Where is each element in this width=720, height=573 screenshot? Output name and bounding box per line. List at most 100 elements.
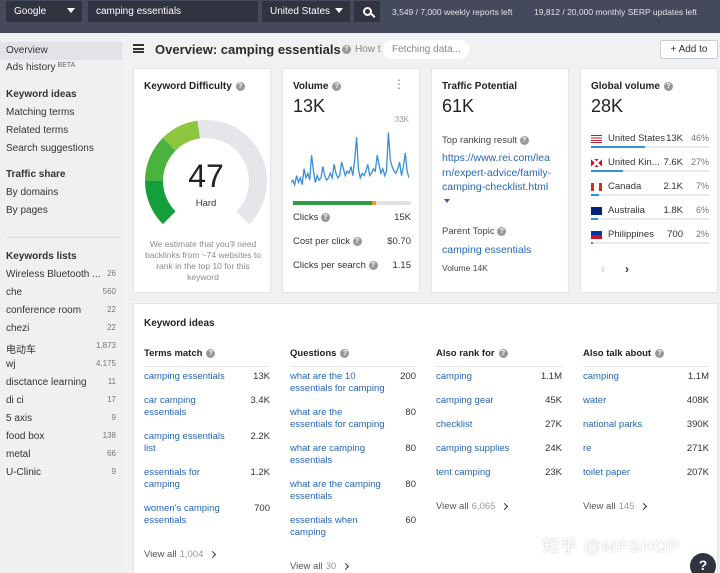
keyword-link[interactable]: what are the camping essentials: [290, 479, 381, 503]
add-to-button[interactable]: + Add to: [660, 40, 718, 59]
keyword-link[interactable]: toilet paper: [583, 467, 630, 479]
keywords-list-item[interactable]: chezi 22: [6, 323, 116, 334]
keyword-idea-row[interactable]: essentials for camping 1.2K: [144, 467, 270, 491]
keywords-list-item[interactable]: 电动车 1,873: [6, 341, 116, 356]
sidebar-item-ads-history[interactable]: Ads history BETA: [6, 62, 75, 73]
view-all-link[interactable]: View all 6,065: [436, 501, 509, 512]
keyword-link[interactable]: camping essentials: [144, 371, 225, 383]
menu-icon[interactable]: [133, 44, 144, 53]
parent-topic-link[interactable]: camping essentials: [442, 244, 532, 256]
info-icon[interactable]: ?: [368, 260, 378, 270]
keyword-idea-row[interactable]: what are the essentials for camping 80: [290, 407, 416, 431]
keyword-link[interactable]: car camping essentials: [144, 395, 196, 419]
keyword-input[interactable]: camping essentials: [88, 1, 258, 22]
keyword-link[interactable]: camping: [436, 371, 472, 383]
country-flag-icon: [591, 134, 602, 143]
info-icon[interactable]: ?: [655, 349, 665, 358]
country-row[interactable]: United Kin... 7.6K 27%: [591, 157, 709, 168]
keyword-link[interactable]: camping gear: [436, 395, 494, 407]
keyword-link[interactable]: essentials when camping: [290, 515, 358, 539]
sidebar-item-matching-terms[interactable]: Matching terms: [6, 107, 75, 118]
keywords-list-item[interactable]: metal 66: [6, 449, 116, 460]
info-icon[interactable]: ?: [519, 135, 529, 145]
info-icon[interactable]: ?: [206, 349, 216, 358]
keyword-link[interactable]: what are the essentials for camping: [290, 407, 385, 431]
help-chat-button[interactable]: ?: [690, 553, 716, 573]
keyword-idea-row[interactable]: car camping essentials 3.4K: [144, 395, 270, 419]
info-icon[interactable]: ?: [497, 226, 507, 236]
kd-note: We estimate that you'll need backlinks f…: [145, 239, 261, 282]
url-line: rn/expert-advice/family-: [442, 166, 552, 179]
keyword-link[interactable]: camping essentials list: [144, 431, 225, 455]
view-all-link[interactable]: View all 1,004: [144, 549, 217, 560]
keyword-link[interactable]: checklist: [436, 419, 472, 431]
keyword-idea-row[interactable]: tent camping 23K: [436, 467, 562, 479]
keyword-idea-row[interactable]: camping gear 45K: [436, 395, 562, 407]
search-button[interactable]: [354, 1, 380, 22]
keyword-idea-row[interactable]: camping essentials list 2.2K: [144, 431, 270, 455]
country-row[interactable]: Australia 1.8K 6%: [591, 205, 709, 216]
keyword-link[interactable]: national parks: [583, 419, 642, 431]
keyword-link[interactable]: tent camping: [436, 467, 490, 479]
how-to-link[interactable]: ? How t: [342, 44, 381, 55]
next-page-icon[interactable]: ›: [625, 262, 629, 276]
keywords-list-item[interactable]: Wireless Bluetooth ... 26: [6, 269, 116, 280]
keyword-link[interactable]: women's camping essentials: [144, 503, 220, 527]
country-select[interactable]: United States: [262, 1, 350, 22]
sidebar-item-by-domains[interactable]: By domains: [6, 187, 59, 198]
keywords-list-item[interactable]: 5 axis 9: [6, 413, 116, 424]
keyword-link[interactable]: camping: [583, 371, 619, 383]
keyword-idea-row[interactable]: toilet paper 207K: [583, 467, 709, 479]
keyword-link[interactable]: re: [583, 443, 591, 455]
keyword-idea-row[interactable]: camping 1.1M: [436, 371, 562, 383]
keyword-link[interactable]: camping supplies: [436, 443, 509, 455]
keyword-idea-row[interactable]: re 271K: [583, 443, 709, 455]
keyword-link[interactable]: what are the 10 essentials for camping: [290, 371, 385, 395]
search-engine-select[interactable]: Google: [6, 1, 82, 22]
info-icon[interactable]: ?: [340, 349, 350, 358]
keyword-line: camping supplies: [436, 443, 510, 454]
more-options-icon[interactable]: ⋮: [393, 77, 405, 91]
keyword-idea-row[interactable]: camping supplies 24K: [436, 443, 562, 455]
keyword-idea-row[interactable]: camping essentials 13K: [144, 371, 270, 383]
view-all-link[interactable]: View all 30: [290, 561, 350, 572]
keyword-idea-row[interactable]: camping 1.1M: [583, 371, 709, 383]
country-row[interactable]: Canada 2.1K 7%: [591, 181, 709, 192]
keyword-idea-row[interactable]: what are the camping essentials 80: [290, 479, 416, 503]
sidebar-item-overview[interactable]: Overview: [0, 42, 122, 60]
sidebar-item-by-pages[interactable]: By pages: [6, 205, 48, 216]
prev-page-icon[interactable]: ‹: [601, 262, 605, 276]
expand-caret-icon[interactable]: [444, 199, 450, 203]
info-icon[interactable]: ?: [663, 82, 673, 91]
keywords-list-item[interactable]: U-Clinic 9: [6, 467, 116, 478]
keyword-idea-row[interactable]: water 408K: [583, 395, 709, 407]
keywords-list-item[interactable]: di ci 17: [6, 395, 116, 406]
sidebar-item-related-terms[interactable]: Related terms: [6, 125, 69, 136]
keyword-line: water: [583, 395, 607, 406]
info-icon[interactable]: ?: [352, 236, 362, 246]
keywords-list-item[interactable]: wj 4,175: [6, 359, 116, 370]
keywords-list-item[interactable]: food box 138: [6, 431, 116, 442]
keyword-idea-row[interactable]: what are camping essentials 80: [290, 443, 416, 467]
info-icon[interactable]: ?: [498, 349, 508, 358]
country-row[interactable]: Philippines 700 2%: [591, 229, 709, 240]
info-icon[interactable]: ?: [320, 212, 330, 222]
keywords-list-item[interactable]: disctance learning 11: [6, 377, 116, 388]
kd-gauge-segment: [145, 137, 176, 182]
keyword-idea-row[interactable]: checklist 27K: [436, 419, 562, 431]
keyword-idea-row[interactable]: national parks 390K: [583, 419, 709, 431]
country-row[interactable]: United States 13K 46%: [591, 133, 709, 144]
info-icon[interactable]: ?: [332, 82, 342, 91]
sidebar-item-search-suggestions[interactable]: Search suggestions: [6, 143, 94, 154]
keyword-idea-row[interactable]: what are the 10 essentials for camping 200: [290, 371, 416, 395]
keyword-link[interactable]: essentials for camping: [144, 467, 200, 491]
info-icon[interactable]: ?: [235, 82, 245, 91]
view-all-link[interactable]: View all 145: [583, 501, 648, 512]
keywords-list-item[interactable]: che 560: [6, 287, 116, 298]
keyword-link[interactable]: what are camping essentials: [290, 443, 365, 467]
keyword-idea-row[interactable]: women's camping essentials 700: [144, 503, 270, 527]
keyword-link[interactable]: water: [583, 395, 606, 407]
keyword-idea-row[interactable]: essentials when camping 60: [290, 515, 416, 539]
keywords-list-item[interactable]: conference room 22: [6, 305, 116, 316]
top-result-url[interactable]: https://www.rei.com/lea rn/expert-advice…: [442, 151, 551, 195]
